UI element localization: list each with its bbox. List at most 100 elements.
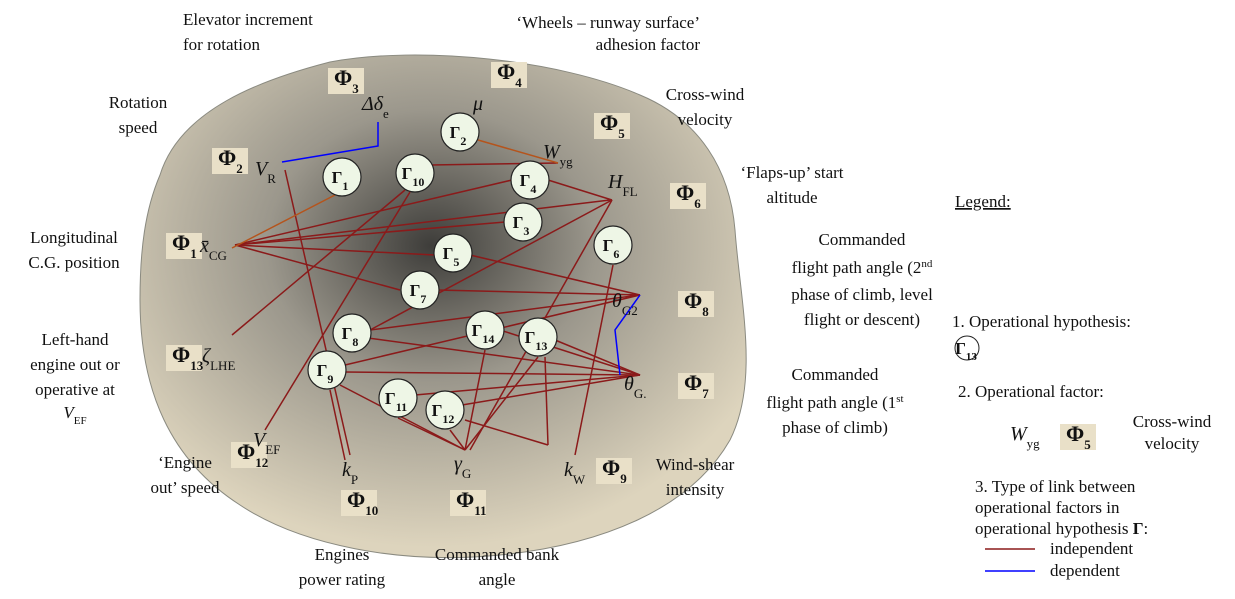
hypothesis-circle: [307, 350, 347, 390]
text-part: dependent: [1050, 561, 1120, 580]
text-part: 2: [460, 134, 466, 148]
factor: Φ6: [676, 180, 701, 211]
factor-description: adhesion factor: [596, 35, 701, 54]
variable: VEF: [253, 429, 280, 457]
link-independent: [344, 371, 641, 376]
link-independent: [231, 194, 336, 249]
text-part: velocity: [678, 110, 733, 129]
text-part: W: [573, 472, 586, 487]
text-part: 2. Operational factor:: [958, 382, 1104, 401]
text-part: Engines: [315, 545, 370, 564]
hypothesis: Γ4: [520, 171, 537, 196]
legend-item: operational factors in: [975, 498, 1120, 517]
factor-description: C.G. position: [28, 253, 120, 272]
links: [231, 117, 641, 461]
text-part: Γ: [342, 324, 353, 343]
text-part: FL: [622, 184, 637, 199]
text-part: 12: [255, 455, 268, 470]
text-part: EF: [265, 442, 280, 457]
text-part: 4: [515, 75, 522, 90]
text-part: ‘Engine: [158, 453, 212, 472]
text-part: Φ: [600, 110, 618, 135]
text-part: Γ: [955, 339, 966, 358]
link-independent: [369, 199, 613, 331]
variable: x̄CG: [199, 235, 227, 263]
variable: θG.: [624, 373, 646, 401]
text-part: Φ: [684, 370, 702, 395]
hypothesis: Γ5: [443, 244, 460, 269]
text-part: Commanded: [819, 230, 906, 249]
text-part: e: [383, 106, 389, 121]
link-independent: [231, 189, 406, 336]
hypothesis-circle: [332, 313, 372, 353]
factor-description: phase of climb, level: [791, 285, 933, 304]
factor-box: [670, 183, 706, 209]
factor-description: Commanded bank: [435, 545, 560, 564]
link-independent: [329, 389, 346, 461]
text-part: Γ: [513, 213, 524, 232]
text-part: Elevator increment: [183, 10, 313, 29]
factor-description: for rotation: [183, 35, 260, 54]
variable: kP: [342, 459, 358, 487]
blob: [139, 54, 747, 559]
variable: Δδe: [361, 93, 389, 121]
factor-box: [450, 490, 486, 516]
legend-link-label: independent: [1050, 539, 1133, 558]
factor: Φ12: [237, 439, 268, 470]
factor-description: flight path angle (1st: [766, 393, 903, 412]
link-independent: [234, 244, 401, 291]
text-part: Γ: [525, 328, 536, 347]
link-independent: [436, 289, 641, 296]
link-independent: [397, 417, 466, 451]
text-part: Γ: [1133, 519, 1144, 538]
variable: kW: [564, 459, 586, 487]
text-part: Φ: [172, 230, 190, 255]
text-part: 1. Operational hypothesis:: [952, 312, 1131, 331]
factor: Φ5: [1066, 421, 1091, 452]
factor-description: flight path angle (2nd: [792, 258, 933, 277]
factor-box: [491, 62, 527, 88]
hypothesis: Γ3: [513, 213, 530, 238]
link-independent: [234, 221, 506, 246]
factor-description: velocity: [678, 110, 733, 129]
text-part: operative at: [35, 380, 115, 399]
text-part: LHE: [210, 358, 235, 373]
hypothesis-circle: [395, 153, 435, 193]
variable: Wyg: [1010, 423, 1040, 451]
factor-description: Commanded: [792, 365, 879, 384]
text-part: 10: [412, 175, 424, 189]
legend-item: 2. Operational factor:: [958, 382, 1104, 401]
factor-description: VEF: [63, 403, 86, 427]
factor-description: phase of climb): [782, 418, 888, 437]
text-part: 6: [694, 196, 701, 211]
text-part: 3. Type of link between: [975, 477, 1136, 496]
factor-description: power rating: [299, 570, 386, 589]
legend-item: operational hypothesis Γ:: [975, 519, 1148, 538]
hypothesis-circle: [378, 378, 418, 418]
text-part: Φ: [684, 288, 702, 313]
text-part: k: [564, 459, 574, 481]
text-part: Γ: [332, 168, 343, 187]
hypothesis: Γ6: [603, 236, 620, 261]
text-part: C.G. position: [28, 253, 120, 272]
text-part: Rotation: [109, 93, 168, 112]
text-part: operational hypothesis: [975, 519, 1133, 538]
text-part: operational factors in: [975, 498, 1120, 517]
factor-box: [678, 373, 714, 399]
text-part: adhesion factor: [596, 35, 701, 54]
text-part: Φ: [602, 455, 620, 480]
factor: Φ11: [456, 487, 487, 518]
link-dependent: [281, 122, 379, 163]
hypothesis: Γ2: [450, 123, 467, 148]
factor-description: Longitudinal: [30, 228, 118, 247]
text-part: Longitudinal: [30, 228, 118, 247]
text-part: θ: [624, 373, 634, 395]
factor-description: Elevator increment: [183, 10, 313, 29]
link-independent: [464, 419, 549, 446]
text-part: W: [1010, 423, 1029, 445]
text-part: G.: [634, 386, 647, 401]
text-part: Φ: [237, 439, 255, 464]
legend-title: Legend:: [955, 192, 1011, 211]
text-part: V: [253, 429, 268, 451]
